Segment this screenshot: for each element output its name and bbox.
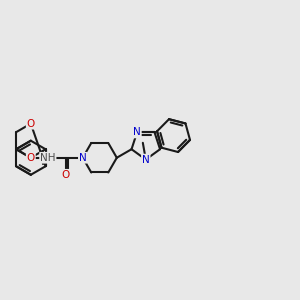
Text: O: O xyxy=(27,153,35,163)
Text: N: N xyxy=(79,153,87,163)
Text: NH: NH xyxy=(40,153,56,163)
Text: O: O xyxy=(27,119,35,129)
Text: N: N xyxy=(142,154,150,165)
Text: O: O xyxy=(61,170,70,180)
Text: N: N xyxy=(133,128,141,137)
